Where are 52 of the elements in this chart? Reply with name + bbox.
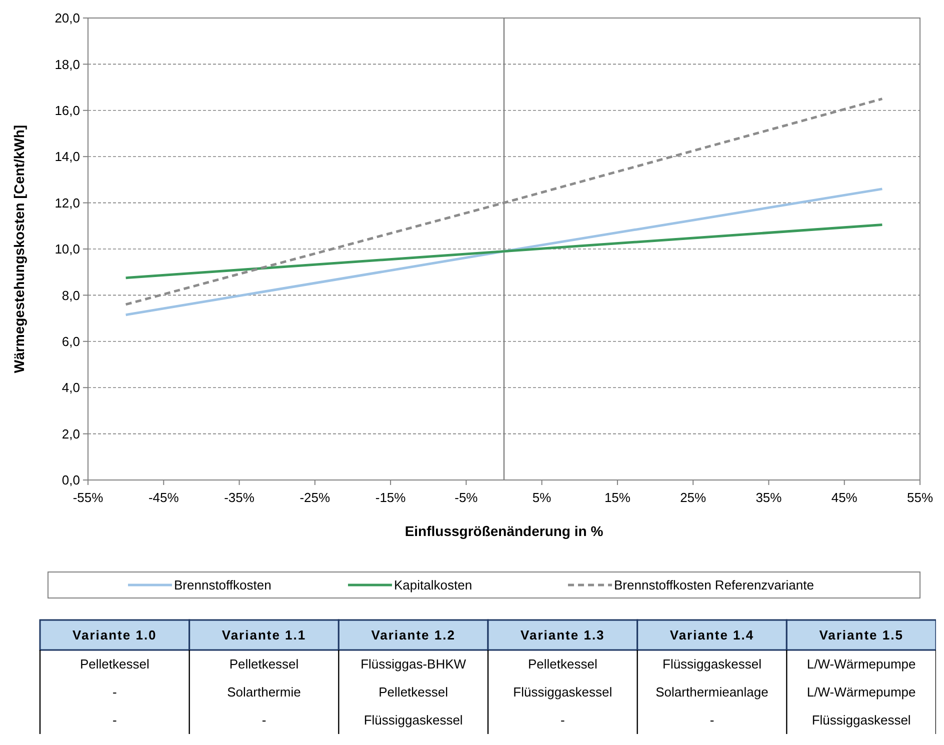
text: L/W-Wärmepumpe xyxy=(806,684,916,700)
text: - xyxy=(112,712,117,728)
text: - xyxy=(112,684,117,700)
text: Pelletkessel xyxy=(378,684,448,700)
legend-label: Kapitalkosten xyxy=(394,578,472,593)
x-tick-label: 45% xyxy=(831,490,858,505)
x-tick-label: 35% xyxy=(756,490,782,505)
x-tick-label: -15% xyxy=(375,490,406,505)
category-label: Variante 1.3 xyxy=(520,628,605,643)
text: Flüssiggas-BHKW xyxy=(360,656,467,672)
x-tick-label: 5% xyxy=(532,490,552,505)
x-tick-label: -45% xyxy=(148,490,180,505)
category-label: Variante 1.5 xyxy=(819,628,904,643)
y-tick-label: 16,0 xyxy=(54,102,80,118)
y-tick-label: 2,0 xyxy=(62,426,80,442)
text: Flüssiggaskessel xyxy=(812,712,911,728)
text: Pelletkessel xyxy=(528,656,598,672)
x-tick-label: 15% xyxy=(604,490,631,505)
category-label: Variante 1.1 xyxy=(222,628,306,643)
text: - xyxy=(710,712,714,728)
text: Pelletkessel xyxy=(80,656,150,672)
category-label: Variante 1.0 xyxy=(72,628,157,643)
legend-label: Brennstoffkosten Referenzvariante xyxy=(614,578,814,593)
text: Pelletkessel xyxy=(229,656,299,672)
x-tick-label: 55% xyxy=(906,490,934,505)
text: Solarthermieanlage xyxy=(656,684,768,700)
text: - xyxy=(262,712,266,728)
y-tick-label: 12,0 xyxy=(54,195,80,210)
text: Solarthermie xyxy=(227,684,301,700)
text: L/W-Wärmepumpe xyxy=(806,656,916,672)
y-tick-label: 4,0 xyxy=(62,380,80,396)
x-tick-label: 25% xyxy=(680,490,707,505)
x-tick-label: -5% xyxy=(454,490,478,505)
y-tick-label: 18,0 xyxy=(54,56,80,72)
text: Flüssiggaskessel xyxy=(513,684,612,700)
x-tick-label: -35% xyxy=(224,490,255,505)
legend-label: Brennstoffkosten xyxy=(174,578,272,593)
y-tick-label: 0,0 xyxy=(62,472,80,488)
y-axis-title: Wärmegestehungskosten [Cent/kWh] xyxy=(11,124,27,374)
text: Flüssiggaskessel xyxy=(662,656,762,672)
y-tick-label: 14,0 xyxy=(54,149,80,164)
text: Flüssiggaskessel xyxy=(364,712,463,728)
text: - xyxy=(560,712,565,728)
x-axis-title: Einflussgrößenänderung in % xyxy=(404,523,604,539)
category-label: Variante 1.4 xyxy=(670,628,754,643)
y-tick-label: 10,0 xyxy=(54,242,80,257)
y-tick-label: 6,0 xyxy=(62,334,80,349)
x-tick-label: -55% xyxy=(72,490,104,505)
category-label: Variante 1.2 xyxy=(371,628,456,643)
y-tick-label: 20,0 xyxy=(54,10,80,26)
y-tick-label: 8,0 xyxy=(62,288,80,303)
x-tick-label: -25% xyxy=(300,490,331,505)
